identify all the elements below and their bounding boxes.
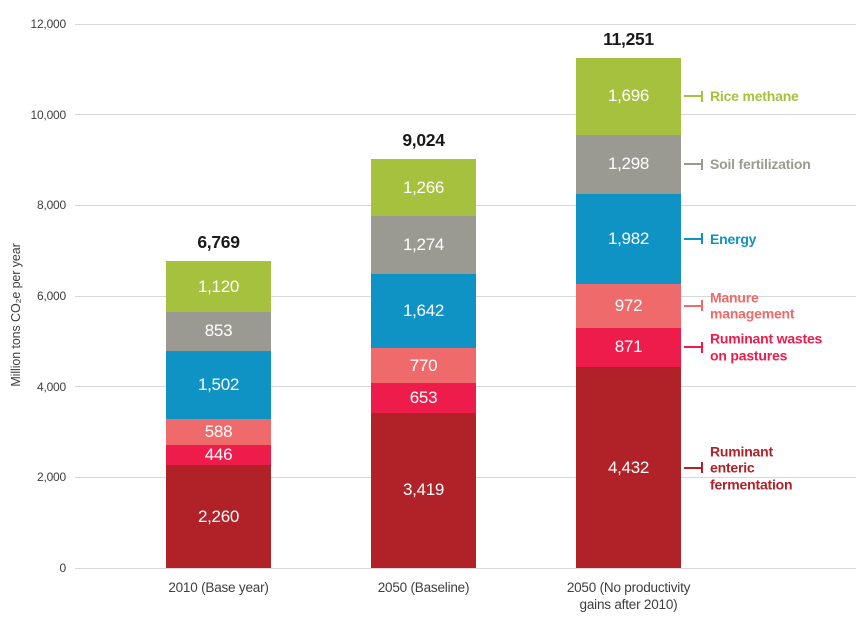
bar: 1,696 1,298 1,982 972 871 4,432 [576,57,681,568]
bar-total-label: 9,024 [402,129,445,150]
legend-leader-tick [701,233,703,245]
bar-value-label: 1,642 [402,301,445,321]
bar-value-label: 588 [204,421,233,441]
x-axis-category-line: 2010 (Base year) [168,580,269,595]
legend-label-line: Energy [710,230,757,247]
legend-leader-tick [701,341,703,353]
legend-leader-line [684,237,703,240]
x-axis-category-label: 2050 (Baseline) [314,579,534,596]
y-tick-label: 10,000 [30,107,66,122]
legend-label-line: Ruminant wastes [710,330,823,347]
legend-leader-tick [701,90,703,102]
bar-value-label: 446 [204,445,233,465]
legend-label: Ruminant wastes on pastures [710,331,822,364]
legend-label: Manure management [710,289,795,322]
bar-value-label: 770 [409,355,438,375]
x-axis-category-line: 2050 (No productivity [566,580,691,595]
bar-segment: 1,120 [166,261,271,312]
bar-value-label: 2,260 [197,506,240,526]
legend-label: Soil fertilization [710,156,811,173]
bar-segment: 972 [576,283,681,328]
y-tick-label: 0 [59,561,67,575]
bar-segment: 1,298 [576,134,681,194]
legend-label: Energy [710,230,756,247]
legend-leader-line [684,346,703,349]
legend-label: Ruminant enteric fermentation [710,442,793,493]
gridline [75,114,856,116]
legend-label-line: on pastures [710,347,788,364]
y-tick-label: 12,000 [30,17,66,31]
legend-label-line: Manure [710,289,759,306]
bar-segment: 1,696 [576,57,681,135]
bar-value-label: 1,266 [402,177,445,197]
x-axis-category-line: 2050 (Baseline) [377,580,470,595]
x-axis-category-line: gains after 2010) [579,597,678,612]
bar-segment: 4,432 [576,367,681,568]
x-axis-category-label: 2050 (No productivity gains after 2010) [519,579,739,613]
gridline [75,23,856,25]
bar: 1,120 853 1,502 588 446 2,260 [166,261,271,568]
legend-label-line: Ruminant [710,442,773,459]
bar-value-label: 972 [614,295,643,315]
legend-label-line: fermentation [710,475,793,492]
bar-value-label: 871 [614,337,643,357]
bar-segment: 3,419 [371,412,476,568]
bar-value-label: 1,274 [402,235,445,255]
bar-value-label: 4,432 [607,457,650,477]
bar-segment: 1,982 [576,193,681,284]
y-tick-label: 6,000 [36,289,66,303]
y-axis-title: Million tons CO₂e per year [9,243,23,387]
y-tick-label: 4,000 [36,379,66,394]
x-axis-category-label: 2010 (Base year) [109,579,329,596]
y-tick-label: 8,000 [36,198,66,213]
legend-label-line: Soil fertilization [710,156,811,172]
legend-label-line: enteric [710,459,755,476]
bar-value-label: 1,696 [607,86,650,106]
bar: 1,266 1,274 1,642 770 653 3,419 [371,158,476,568]
bar-segment: 653 [371,383,476,413]
gridline [75,567,856,569]
legend-leader-line [684,466,703,469]
bar-segment: 1,266 [371,158,476,217]
legend-leader-tick [701,158,703,170]
y-tick-label: 2,000 [36,470,66,485]
bar-segment: 2,260 [166,465,271,568]
bar-segment: 1,642 [371,274,476,349]
bar-segment: 1,274 [371,216,476,275]
legend-leader-tick [701,462,703,474]
bar-segment: 446 [166,445,271,466]
legend-label: Rice methane [710,88,799,105]
legend-leader-line [684,304,703,307]
bar-value-label: 3,419 [402,480,445,500]
legend-leader-line [684,163,703,166]
bar-total-label: 6,769 [197,232,240,253]
bar-value-label: 1,120 [197,276,240,296]
legend-label-line: Rice methane [710,88,799,105]
bar-segment: 588 [166,418,271,446]
bar-segment: 1,502 [166,350,271,419]
legend-leader-tick [701,300,703,312]
bar-value-label: 1,982 [607,228,650,248]
bar-value-label: 1,502 [197,374,240,394]
legend-label-line: management [710,305,795,322]
bar-total-label: 11,251 [603,28,654,49]
bar-value-label: 653 [409,388,438,408]
bar-segment: 871 [576,327,681,368]
bar-value-label: 1,298 [607,154,650,174]
bar-value-label: 853 [204,321,233,341]
bar-segment: 853 [166,311,271,351]
legend-leader-line [684,95,703,98]
bar-segment: 770 [371,348,476,384]
